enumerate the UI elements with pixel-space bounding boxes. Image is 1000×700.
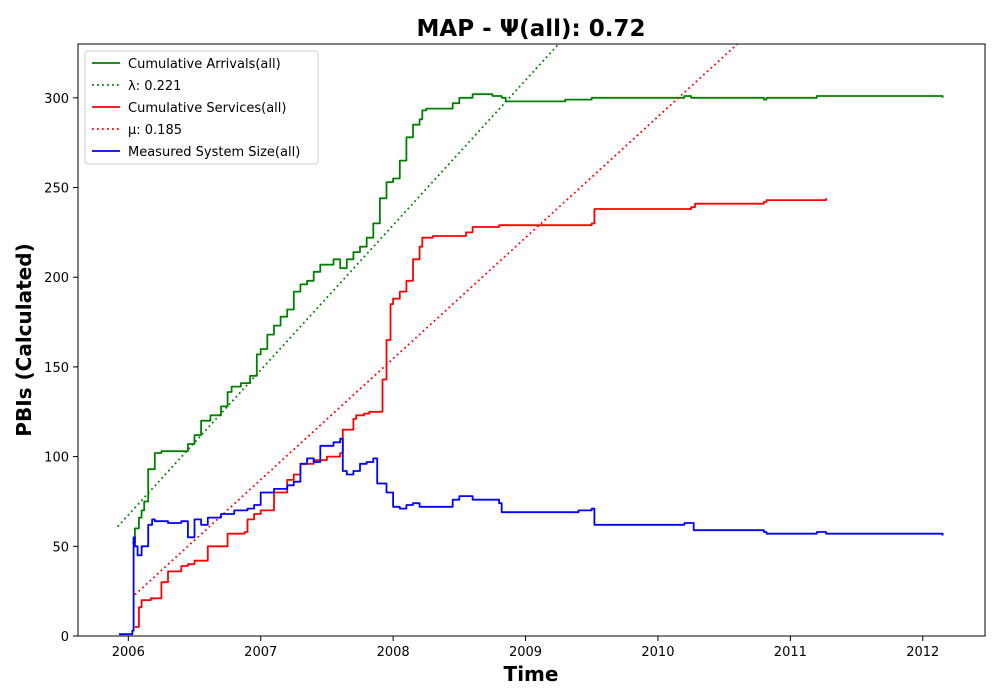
x-tick-label: 2012 [906,645,939,660]
legend: Cumulative Arrivals(all) λ: 0.221 Cumulati… [84,50,319,165]
y-tick-label: 0 [61,630,69,645]
x-tick-label: 2008 [377,645,410,660]
series-line-0 [132,93,944,544]
y-tick-label: 150 [44,361,69,376]
plot-frame [77,43,986,637]
y-tick-label: 300 [44,92,69,107]
legend-label: Cumulative Services(all) [128,101,286,116]
x-axis: 2006 2007 2008 2009 2010 2011 2012 [112,636,939,660]
x-tick-label: 2011 [774,645,807,660]
legend-label: μ: 0.185 [128,123,182,138]
y-axis-title: PBIs (Calculated) [12,243,36,436]
x-tick-label: 2010 [641,645,674,660]
y-tick-label: 250 [44,182,69,197]
x-tick-label: 2006 [112,645,145,660]
x-tick-label: 2009 [509,645,542,660]
chart-title: MAP - Ψ(all): 0.72 [417,16,646,42]
series-line-2 [134,198,827,628]
y-axis: 0 50 100 150 200 250 300 [44,92,78,645]
legend-label: Measured System Size(all) [128,145,300,160]
x-tick-label: 2007 [244,645,277,660]
y-tick-label: 200 [44,271,69,286]
legend-label: Cumulative Arrivals(all) [128,57,281,72]
series-line-3 [134,44,739,596]
y-tick-label: 50 [52,540,69,555]
plot-area [117,44,944,636]
legend-box [84,50,319,165]
x-axis-title: Time [504,662,559,686]
legend-label: λ: 0.221 [128,79,181,94]
series-line-4 [119,437,944,636]
y-tick-label: 100 [44,451,69,466]
